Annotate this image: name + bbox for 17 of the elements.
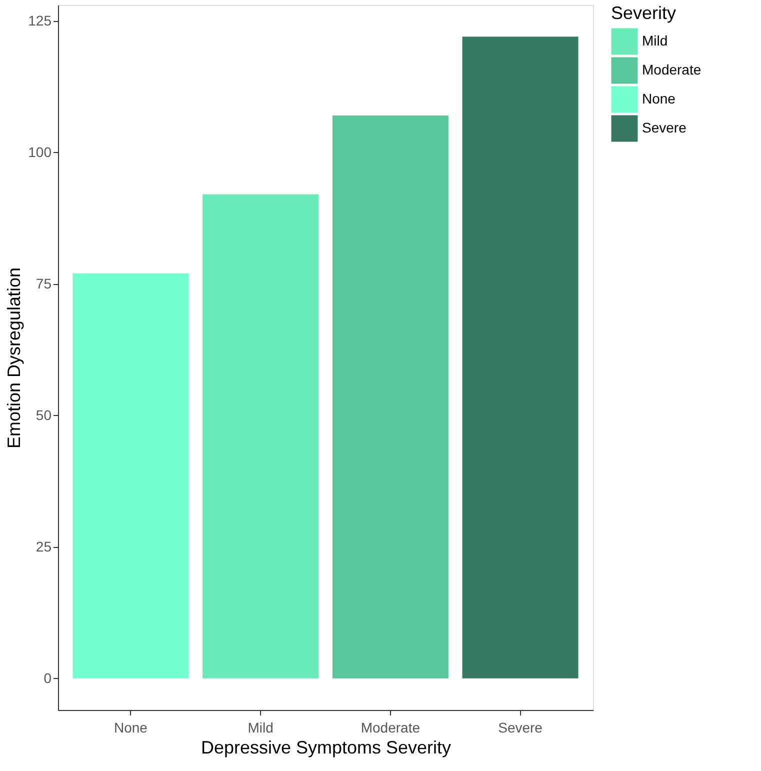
x-axis-title: Depressive Symptoms Severity [200,738,452,758]
legend-label: Mild [642,32,668,48]
y-axis-title: Emotion Dysregulation [4,267,24,449]
x-tick-label: Moderate [360,720,420,736]
x-tick-label: None [114,720,148,736]
legend-label: Severe [642,120,687,136]
y-tick-label: 75 [36,275,52,292]
legend-label: None [642,90,676,106]
y-tick-label: 50 [36,406,52,423]
x-tick-label: Severe [498,720,543,736]
x-tick-label: Mild [248,720,274,736]
y-tick-label: 25 [36,538,52,554]
legend-label: Moderate [642,62,702,78]
y-tick-label: 0 [44,670,52,686]
legend-title: Severity [611,3,676,23]
y-tick-label: 125 [28,12,52,28]
y-tick-label: 100 [28,144,52,160]
